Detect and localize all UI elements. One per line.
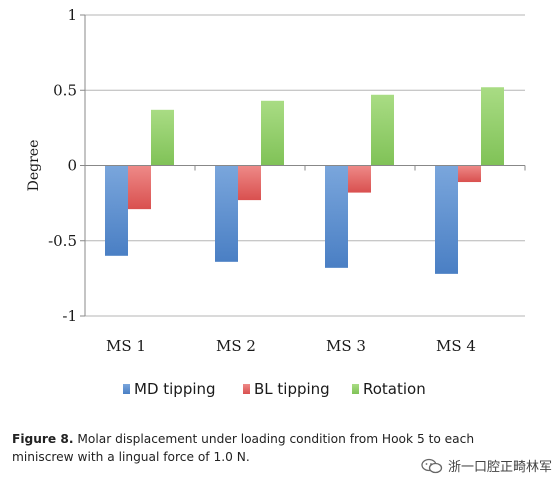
bar-rotation xyxy=(481,87,504,166)
x-tick-label: MS 3 xyxy=(326,337,366,355)
x-tick-label: MS 4 xyxy=(436,337,476,355)
y-tick-label: 1 xyxy=(67,6,77,24)
y-tick-label: -0.5 xyxy=(48,232,77,250)
y-tick-label: 0 xyxy=(67,157,77,175)
tick-labels: 1 0.5 0 -0.5 -1 Degree MS 1 MS 2 MS 3 MS 4 xyxy=(26,6,476,355)
bar-md-tipping xyxy=(105,165,128,256)
watermark-text: 浙一口腔正畸林军 xyxy=(447,460,552,475)
bar-bl-tipping xyxy=(128,165,151,210)
chart: 1 0.5 0 -0.5 -1 Degree MS 1 MS 2 MS 3 MS 4 MD tip… xyxy=(26,6,526,398)
bars xyxy=(105,87,504,274)
bar-md-tipping xyxy=(215,165,238,262)
caption-label: Figure 8. xyxy=(12,432,74,446)
x-tick-label: MS 1 xyxy=(106,337,146,355)
caption-text: Molar displacement under loading conditi… xyxy=(12,432,475,464)
legend-label: BL tipping xyxy=(254,380,330,398)
axes xyxy=(80,14,526,317)
bar-rotation xyxy=(261,100,284,166)
bar-rotation xyxy=(151,109,174,166)
legend-label: MD tipping xyxy=(134,380,216,398)
x-tick-label: MS 2 xyxy=(216,337,256,355)
legend-label: Rotation xyxy=(363,380,426,398)
watermark: 浙一口腔正畸林军 xyxy=(421,456,552,475)
legend-swatch xyxy=(352,384,359,394)
legend: MD tipping BL tipping Rotation xyxy=(123,380,426,398)
y-tick-label: 0.5 xyxy=(53,81,77,99)
gridlines xyxy=(85,14,525,317)
bar-bl-tipping xyxy=(348,165,371,193)
bar-md-tipping xyxy=(325,165,348,268)
y-tick-label: -1 xyxy=(62,307,77,325)
bar-bl-tipping xyxy=(238,165,261,201)
legend-swatch xyxy=(243,384,250,394)
wechat-icon xyxy=(421,458,443,473)
bar-rotation xyxy=(371,94,394,166)
bar-md-tipping xyxy=(435,165,458,274)
y-axis-title: Degree xyxy=(26,140,42,192)
figure-caption: Figure 8. Molar displacement under loadi… xyxy=(12,430,532,466)
legend-swatch xyxy=(123,384,130,394)
bar-bl-tipping xyxy=(458,165,481,183)
